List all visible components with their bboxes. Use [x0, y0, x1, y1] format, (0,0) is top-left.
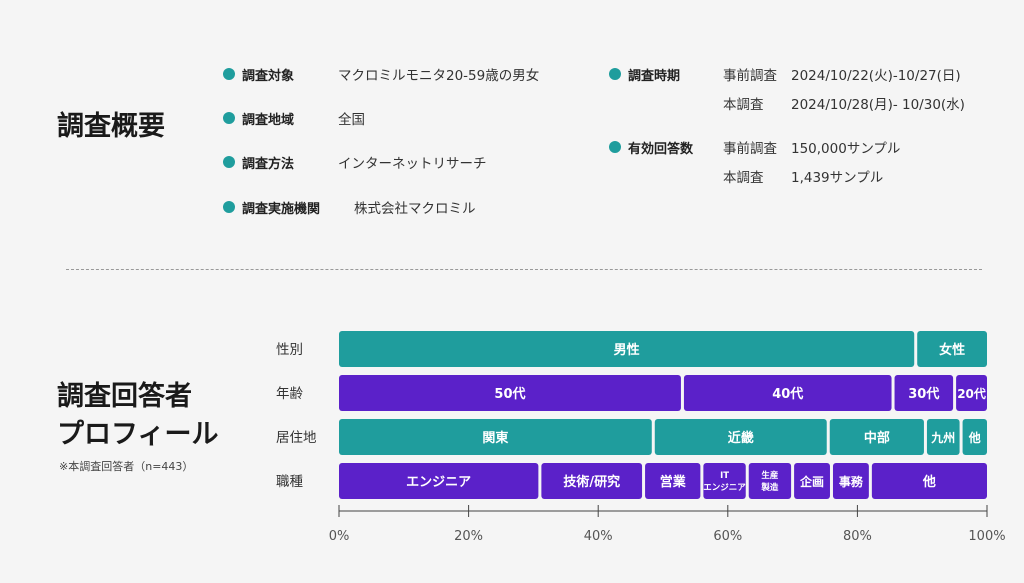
bar-segment	[339, 375, 681, 411]
responses-key: 事前調査	[723, 141, 777, 157]
overview-label: 調査時期	[628, 69, 681, 84]
overview-value: インターネットリサーチ	[338, 156, 487, 172]
segment-label: 技術/研究	[563, 474, 620, 490]
segment-label: エンジニア	[406, 475, 471, 490]
bullet-dot-icon	[223, 201, 235, 213]
bar-segment	[541, 463, 643, 499]
period-value: 2024/10/22(火)-10/27(日)	[791, 68, 961, 84]
segment-label: 営業	[660, 474, 687, 490]
overview-title: 調査概要	[57, 111, 165, 142]
row-label: 居住地	[276, 430, 317, 446]
bar-segment	[703, 463, 746, 499]
section-divider	[66, 269, 982, 270]
bullet-dot-icon	[223, 68, 235, 80]
segment-label: 企画	[799, 474, 824, 489]
period-key: 事前調査	[723, 68, 777, 84]
segment-label: 関東	[482, 430, 508, 446]
bullet-dot-icon	[609, 141, 621, 153]
overview-value: マクロミルモニタ20-59歳の男女	[338, 68, 540, 84]
bar-segment	[871, 463, 987, 499]
segment-label: 近畿	[728, 430, 754, 446]
overview-label: 調査対象	[242, 69, 295, 84]
row-label: 職種	[276, 474, 303, 490]
x-tick-label: 40%	[584, 529, 613, 544]
segment-label: 他	[968, 430, 981, 445]
x-tick-label: 0%	[329, 529, 350, 544]
period-key: 本調査	[723, 97, 764, 113]
overview-label: 調査方法	[242, 157, 295, 172]
bar-segment	[956, 375, 987, 411]
segment-label: 50代	[494, 386, 525, 402]
sample-note: ※本調査回答者（n=443）	[59, 460, 194, 473]
bar-segment	[683, 375, 892, 411]
bar-segment	[894, 375, 954, 411]
bar-segment	[962, 419, 987, 455]
segment-label: 他	[922, 474, 936, 490]
segment-label: 30代	[908, 386, 939, 402]
segment-label: 20代	[957, 386, 986, 401]
bar-segment	[832, 463, 869, 499]
profile-title-line: 調査回答者	[57, 381, 192, 412]
segment-label: 中部	[864, 430, 890, 446]
overview-label: 有効回答数	[628, 142, 694, 157]
bullet-dot-icon	[223, 156, 235, 168]
segment-label: 男性	[614, 342, 640, 358]
bullet-dot-icon	[609, 68, 621, 80]
bar-segment	[339, 331, 915, 367]
profile-title: 調査回答者 プロフィール	[57, 378, 218, 454]
responses-key: 本調査	[723, 170, 764, 186]
responses-value: 1,439サンプル	[791, 170, 884, 186]
bar-segment	[917, 331, 987, 367]
x-tick-label: 80%	[843, 529, 872, 544]
overview-value: 株式会社マクロミル	[354, 201, 476, 217]
bar-segment	[794, 463, 830, 499]
bar-segment	[654, 419, 827, 455]
bar-segment	[339, 419, 652, 455]
bar-segment	[748, 463, 792, 499]
bar-segment	[339, 463, 539, 499]
x-tick-label: 60%	[713, 529, 742, 544]
segment-label: 九州	[930, 430, 955, 445]
bar-segment	[926, 419, 960, 455]
bar-segment	[829, 419, 924, 455]
overview-label: 調査地域	[242, 113, 295, 128]
overview-label: 調査実施機関	[242, 202, 321, 217]
bar-segment	[645, 463, 701, 499]
segment-label: 事務	[839, 474, 864, 489]
x-tick-label: 20%	[454, 529, 483, 544]
row-label: 性別	[276, 342, 303, 358]
bullet-dot-icon	[223, 112, 235, 124]
row-label: 年齢	[276, 386, 303, 402]
segment-label: 女性	[939, 342, 965, 358]
segment-label: エンジニア	[703, 483, 746, 493]
segment-label: 40代	[772, 386, 803, 402]
responses-value: 150,000サンプル	[791, 141, 901, 157]
period-value: 2024/10/28(月)- 10/30(水)	[791, 97, 965, 113]
segment-label: 生産	[761, 470, 779, 481]
segment-label: IT	[720, 471, 729, 481]
x-tick-label: 100%	[968, 529, 1005, 544]
overview-value: 全国	[338, 112, 365, 128]
profile-title-line: プロフィール	[57, 419, 219, 450]
segment-label: 製造	[760, 482, 779, 493]
